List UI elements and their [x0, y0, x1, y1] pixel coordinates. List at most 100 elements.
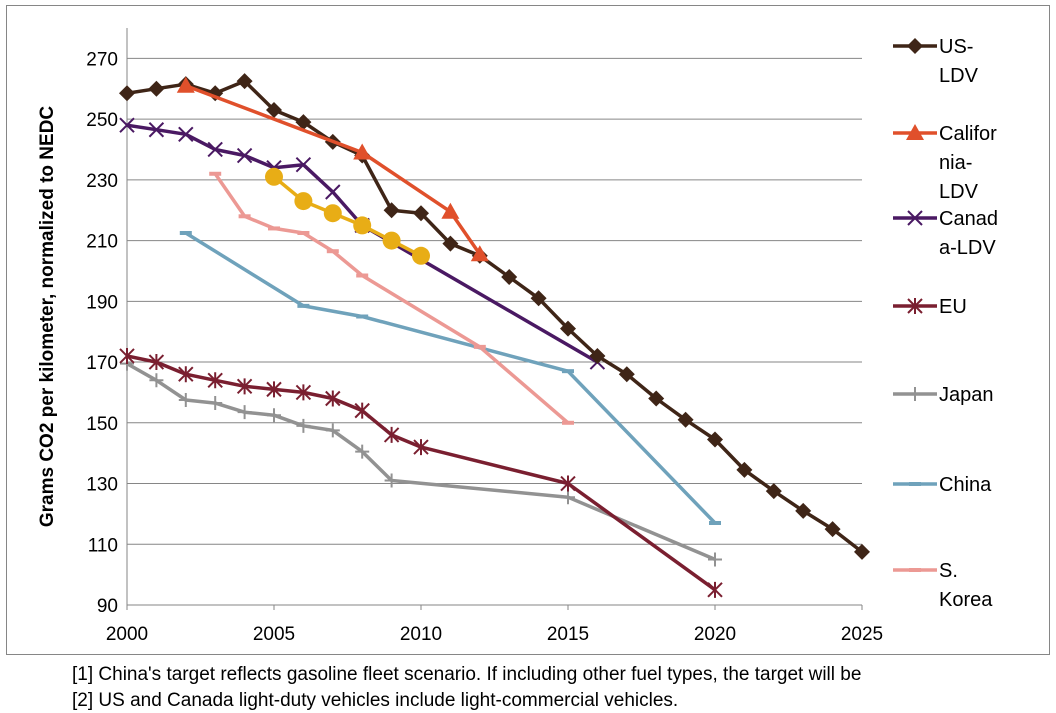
data-point-us-ldv-2025 — [854, 543, 870, 560]
data-point-us-ldv-2022 — [765, 483, 782, 500]
legend-label-japan-0: Japan — [939, 384, 994, 406]
data-point-us-ldv-2023 — [795, 502, 812, 519]
series-us-ldv — [119, 73, 870, 560]
legend-swatch-marker — [907, 298, 923, 314]
y-tick-label-270: 270 — [86, 49, 118, 70]
series-line-eu — [126, 354, 717, 592]
series-s-korea — [209, 171, 574, 425]
y-tick-label-170: 170 — [86, 353, 118, 374]
series-line-us-ldv — [126, 79, 864, 554]
series-line-california-ldv — [185, 84, 482, 256]
legend-label-us-ldv-0: US- — [939, 36, 973, 58]
data-point-eu-2015 — [560, 475, 576, 492]
data-point-us-ldv-2020 — [707, 431, 723, 448]
x-tick-label-2005: 2005 — [253, 624, 295, 645]
data-point-us-ldv-2001 — [148, 80, 165, 97]
data-point-california-ldv-2002 — [176, 76, 195, 93]
legend-label-us-ldv-1: LDV — [939, 65, 979, 87]
legend-label-s-korea-1: Korea — [939, 589, 993, 611]
series-line-japan — [126, 362, 716, 562]
series-line-s-korea — [213, 172, 570, 425]
x-tick-label-2000: 2000 — [106, 624, 148, 645]
data-point-canada-ldv-2001 — [148, 122, 165, 138]
legend-swatch-marker — [906, 124, 924, 140]
data-point-canada-ldv-2006 — [295, 156, 312, 173]
data-point-us-ldv-2006 — [295, 114, 312, 131]
legend-label-eu-0: EU — [939, 296, 967, 318]
data-point-canada-ldv-2000 — [119, 117, 135, 133]
data-point-california-ldv-2008 — [353, 143, 372, 160]
data-point-japan-2001 — [149, 373, 164, 388]
data-point-us-ldv-2015 — [560, 320, 576, 337]
y-tick-label-230: 230 — [86, 171, 118, 192]
data-point-us-ldv-2017 — [618, 366, 635, 383]
series-japan — [120, 356, 722, 567]
data-point-eu-2001 — [148, 354, 165, 371]
data-point-us-ldv-2018 — [648, 390, 665, 407]
data-point-japan-2020 — [708, 552, 722, 567]
y-tick-label-210: 210 — [86, 232, 118, 253]
series-unlabeled — [265, 167, 430, 265]
x-tick-label-2025: 2025 — [841, 624, 883, 645]
x-tick-label-2015: 2015 — [547, 624, 589, 645]
legend-label-china-0: China — [939, 474, 992, 496]
y-tick-label-250: 250 — [86, 110, 118, 131]
data-point-eu-2007 — [325, 390, 341, 407]
data-point-japan-2004 — [237, 405, 252, 420]
data-point-japan-2006 — [296, 418, 311, 433]
data-point-us-ldv-2021 — [736, 461, 753, 478]
footnote-1: [1] China's target reflects gasoline fle… — [72, 664, 862, 685]
line-chart: 90 110 130 150 170 190 210 230 250 270 2000 2005 201… — [37, 28, 998, 645]
data-point-unlabeled-2010 — [412, 246, 430, 265]
legend-label-canada-ldv-0: Canad — [939, 208, 998, 230]
data-point-us-ldv-2010 — [413, 205, 429, 222]
data-point-eu-2020 — [707, 581, 723, 598]
data-point-canada-ldv-2007 — [325, 184, 341, 200]
data-point-eu-2010 — [413, 439, 429, 456]
y-tick-label-190: 190 — [86, 292, 118, 313]
footnote-2: [2] US and Canada light-duty vehicles in… — [72, 690, 679, 711]
legend-label-s-korea-0: S. — [939, 560, 958, 582]
y-axis-label: Grams CO2 per kilometer, normalized to N… — [37, 106, 58, 528]
x-tick-label-2020: 2020 — [694, 624, 736, 645]
data-point-us-ldv-2011 — [442, 235, 459, 252]
series-china — [179, 230, 721, 526]
data-point-california-ldv-2012 — [470, 245, 489, 262]
series-eu — [119, 347, 723, 598]
legend-item-china: China — [893, 474, 992, 496]
data-point-japan-2008 — [355, 444, 370, 459]
data-point-eu-2006 — [295, 384, 312, 401]
data-point-california-ldv-2011 — [441, 202, 460, 219]
data-point-eu-2008 — [354, 402, 370, 419]
chart-area — [6, 5, 1050, 655]
series-line-canada-ldv — [126, 123, 599, 364]
data-point-us-ldv-2019 — [677, 411, 694, 428]
data-point-japan-2015 — [561, 490, 575, 505]
x-tick-label-2010: 2010 — [400, 624, 442, 645]
data-point-us-ldv-2009 — [383, 202, 400, 219]
data-point-us-ldv-2013 — [501, 269, 518, 286]
data-point-eu-2005 — [266, 381, 282, 398]
data-point-eu-2004 — [236, 378, 253, 395]
y-tick-label-110: 110 — [88, 535, 118, 556]
data-point-canada-ldv-2004 — [236, 147, 253, 164]
legend-item-eu: EU — [893, 296, 967, 318]
data-point-unlabeled-2005 — [265, 167, 283, 186]
legend-item-us-ldv: US- LDV — [893, 36, 979, 87]
data-point-japan-2005 — [267, 408, 281, 423]
legend-item-canada-ldv: Canad a-LDV — [893, 208, 998, 259]
data-point-us-ldv-2024 — [824, 521, 841, 538]
data-point-eu-2002 — [178, 366, 194, 383]
data-point-eu-2003 — [207, 372, 223, 389]
series-california-ldv — [176, 76, 489, 262]
legend-swatch-marker — [907, 38, 923, 54]
legend-label-canada-ldv-1: a-LDV — [939, 237, 996, 259]
y-tick-label-90: 90 — [97, 596, 118, 617]
data-point-eu-2009 — [383, 426, 400, 443]
data-point-japan-2003 — [208, 396, 223, 411]
y-tick-label-130: 130 — [86, 475, 118, 496]
data-point-unlabeled-2008 — [353, 216, 372, 235]
data-point-japan-2002 — [178, 393, 193, 408]
data-point-unlabeled-2009 — [382, 231, 401, 250]
legend-label-california-ldv-0: Califor — [939, 123, 997, 145]
